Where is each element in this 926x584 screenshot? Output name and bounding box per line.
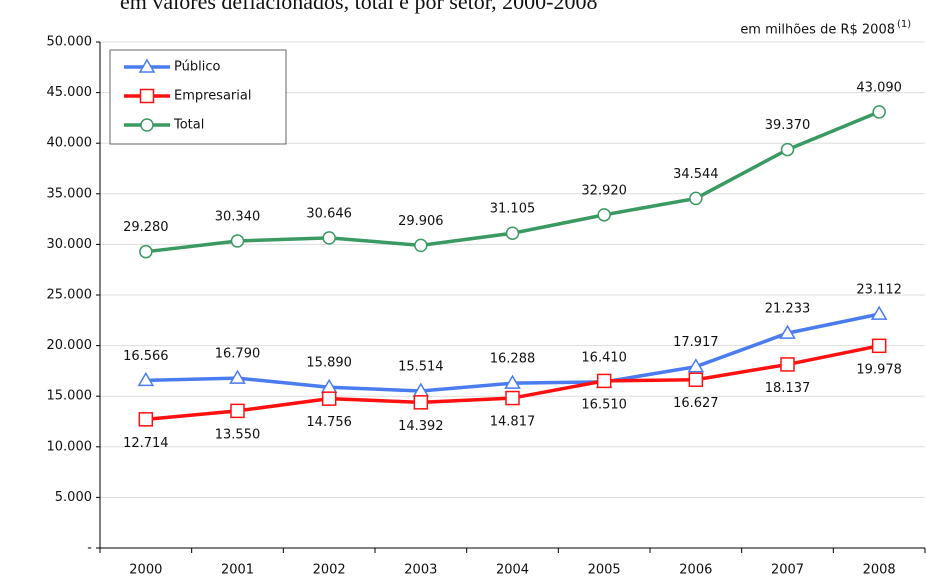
data-label: 29.906	[398, 214, 444, 229]
data-label: 39.370	[765, 118, 811, 133]
data-label: 30.646	[306, 206, 352, 221]
y-tick-label: 25.000	[47, 288, 93, 303]
x-tick-label: 2005	[588, 563, 621, 578]
data-label: 17.917	[673, 335, 719, 350]
marker	[871, 338, 887, 354]
x-tick-label: 2007	[771, 563, 804, 578]
y-tick-label: 30.000	[47, 237, 93, 252]
data-label: 19.978	[856, 362, 902, 377]
data-label: 31.105	[490, 202, 536, 217]
data-label: 14.392	[398, 419, 444, 434]
marker	[504, 374, 521, 389]
data-label: 14.756	[306, 415, 352, 430]
data-label: 30.340	[215, 209, 261, 224]
marker	[505, 390, 520, 406]
y-tick-label: 35.000	[47, 186, 93, 201]
marker	[230, 234, 245, 248]
chart-title: em valores deflacionados, total e por se…	[120, 0, 597, 14]
y-tick-label: -	[87, 541, 92, 556]
legend-label: Total	[173, 118, 204, 133]
marker	[688, 372, 704, 387]
data-label: 34.544	[673, 167, 719, 182]
x-tick-label: 2003	[404, 563, 437, 578]
marker	[689, 191, 703, 206]
marker	[139, 244, 153, 259]
data-label: 15.890	[306, 356, 352, 371]
data-label: 16.510	[581, 397, 627, 412]
x-tick-label: 2006	[679, 563, 712, 578]
subtitle-note: (1)	[897, 19, 911, 30]
data-label: 43.090	[856, 80, 902, 95]
data-label: 16.288	[490, 352, 536, 367]
marker	[872, 105, 886, 119]
y-tick-label: 15.000	[47, 389, 93, 404]
x-tick-label: 2008	[863, 563, 896, 578]
data-label: 29.280	[123, 220, 169, 235]
data-label: 12.714	[123, 436, 169, 451]
marker	[597, 208, 611, 222]
marker	[505, 226, 520, 240]
data-label: 18.137	[765, 381, 811, 396]
marker	[139, 88, 155, 104]
marker	[137, 371, 155, 387]
subtitle: em milhões de R$ 2008	[740, 23, 895, 38]
data-label: 21.233	[765, 302, 811, 317]
marker	[140, 118, 154, 132]
legend-label: Público	[174, 60, 220, 75]
data-label: 13.550	[215, 427, 261, 442]
marker	[138, 412, 154, 427]
data-label: 23.112	[856, 283, 902, 298]
data-label: 32.920	[581, 183, 627, 198]
x-tick-label: 2002	[313, 563, 346, 578]
y-tick-label: 5.000	[55, 490, 92, 505]
marker	[322, 231, 336, 245]
y-tick-label: 40.000	[47, 136, 93, 151]
x-tick-label: 2001	[221, 563, 254, 578]
data-label: 15.514	[398, 359, 444, 374]
marker	[596, 373, 612, 389]
data-label: 14.817	[490, 415, 536, 430]
data-label: 16.627	[673, 396, 719, 411]
y-tick-label: 10.000	[47, 439, 93, 454]
marker	[780, 357, 795, 372]
marker	[687, 358, 705, 373]
data-label: 16.410	[581, 350, 627, 365]
marker	[779, 324, 796, 339]
data-label: 16.790	[215, 347, 261, 362]
x-tick-label: 2004	[496, 563, 529, 578]
marker	[138, 58, 156, 73]
marker	[780, 142, 795, 157]
marker	[414, 238, 428, 253]
y-tick-label: 45.000	[47, 85, 93, 100]
marker	[229, 369, 246, 384]
marker	[321, 391, 337, 406]
y-tick-label: 50.000	[47, 35, 93, 50]
marker	[413, 395, 429, 410]
y-tick-label: 20.000	[47, 338, 93, 353]
legend-label: Empresarial	[174, 89, 251, 104]
data-label: 16.566	[123, 349, 169, 364]
marker	[870, 305, 888, 320]
marker	[230, 403, 245, 419]
x-tick-label: 2000	[129, 563, 162, 578]
